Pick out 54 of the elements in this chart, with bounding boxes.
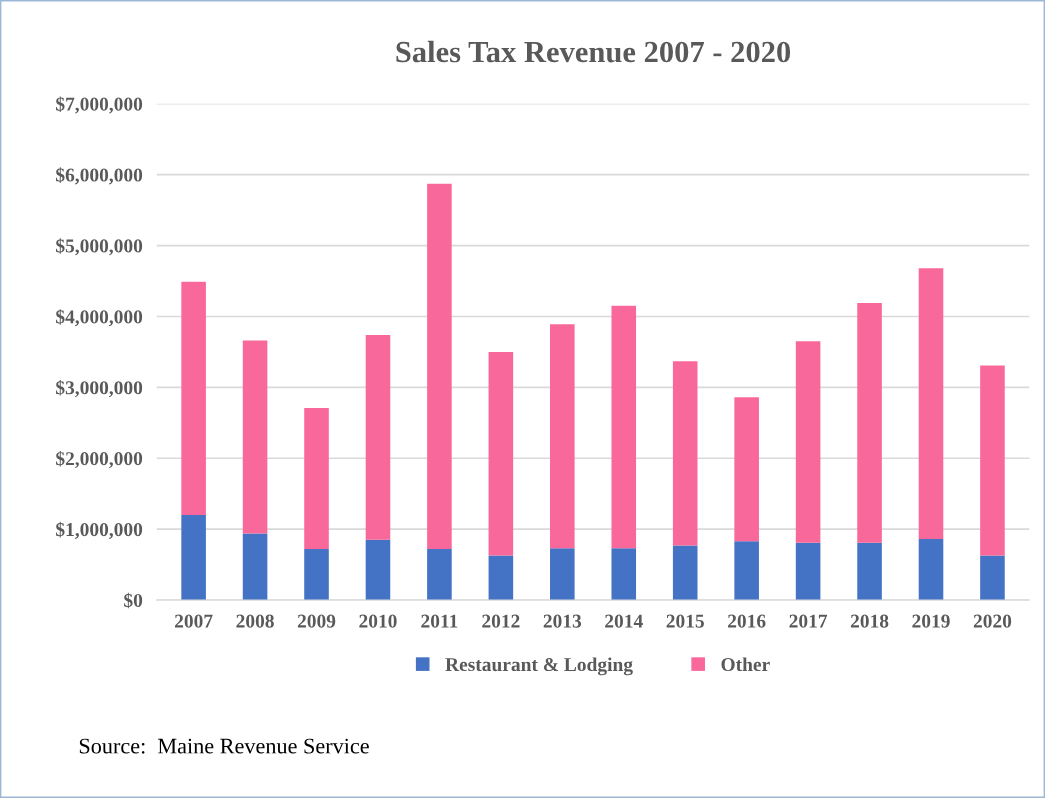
x-tick-label: 2011	[421, 614, 458, 628]
bar	[427, 549, 452, 601]
bar	[857, 542, 882, 601]
bar	[611, 305, 637, 549]
bar	[611, 548, 637, 601]
legend-label: Other	[721, 657, 770, 672]
bar	[242, 533, 268, 601]
bar	[304, 407, 329, 550]
x-tick-label: 2013	[543, 614, 582, 628]
x-tick-label: 2009	[297, 614, 336, 628]
bar	[427, 183, 452, 550]
x-tick-label: 2012	[482, 614, 520, 628]
bar	[365, 539, 391, 601]
bar	[550, 324, 575, 549]
bar	[304, 549, 329, 601]
bar	[918, 539, 944, 601]
bar	[734, 397, 759, 542]
bar	[672, 545, 698, 601]
chart-title: Sales Tax Revenue 2007 - 2020	[396, 40, 791, 63]
y-tick-label: $0	[124, 592, 143, 609]
legend-label: Restaurant & Lodging	[445, 657, 633, 676]
bar	[980, 365, 1005, 556]
y-tick-label: $2,000,000	[56, 450, 143, 469]
bar	[734, 541, 759, 601]
bar	[672, 361, 698, 546]
x-tick-label: 2016	[728, 614, 766, 628]
bar	[181, 281, 206, 516]
source-note: Source: Maine Revenue Service	[79, 738, 369, 754]
bar	[242, 340, 268, 534]
x-tick-label: 2017	[789, 614, 828, 628]
x-tick-label: 2020	[973, 614, 1012, 628]
bar	[550, 548, 575, 601]
bar	[181, 515, 206, 601]
bar	[918, 268, 944, 540]
bar	[488, 351, 514, 556]
y-tick-label: $5,000,000	[56, 238, 143, 256]
y-tick-label: $7,000,000	[56, 96, 143, 114]
y-tick-label: $6,000,000	[56, 167, 143, 185]
bar	[857, 302, 882, 543]
x-tick-label: 2019	[912, 614, 950, 628]
y-tick-label: $3,000,000	[56, 380, 143, 398]
x-tick-label: 2014	[605, 614, 643, 628]
x-tick-label: 2007	[174, 614, 213, 628]
bar	[795, 542, 821, 601]
x-tick-label: 2010	[359, 614, 397, 628]
bar	[795, 341, 821, 543]
y-tick-label: $4,000,000	[56, 309, 143, 327]
bar	[980, 555, 1005, 601]
x-tick-label: 2018	[850, 614, 889, 628]
bar	[365, 334, 391, 540]
x-tick-label: 2008	[236, 614, 274, 628]
x-tick-label: 2015	[666, 614, 704, 628]
y-tick-label: $1,000,000	[56, 521, 143, 539]
bar	[488, 555, 514, 601]
